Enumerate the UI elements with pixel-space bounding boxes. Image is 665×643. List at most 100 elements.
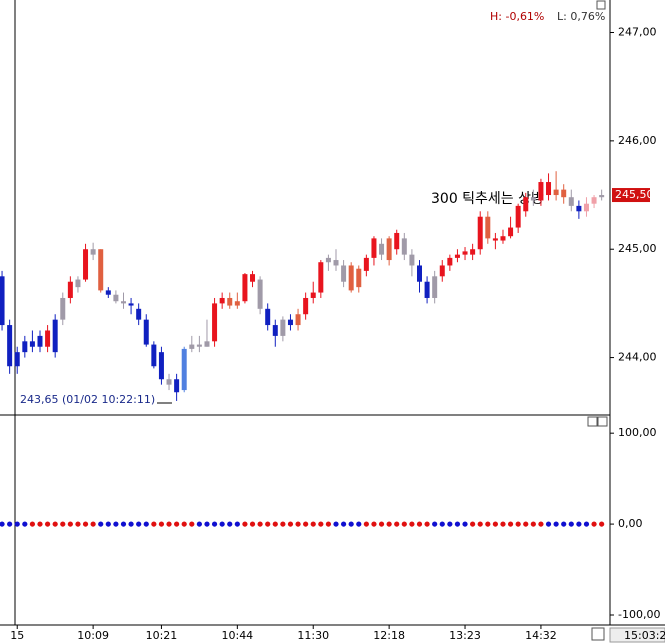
signal-dot [416,521,423,527]
candle-body [394,232,400,250]
signal-dot [356,521,362,527]
low-label: L: 0,76% [557,10,605,23]
signal-dot [60,521,66,527]
signal-dot [211,521,218,527]
signal-dot [98,521,104,527]
y-tick-label: 246,00 [618,134,657,147]
candle-body [401,238,407,255]
candle-body [75,279,81,288]
candle-body [174,379,180,393]
signal-dot [158,521,165,527]
signal-dot [242,521,248,527]
signal-dot [181,521,187,527]
candle-body [37,335,43,347]
candle-body [287,319,293,326]
candle-body [477,216,483,250]
candle-body [416,265,422,282]
candle-body [257,279,263,309]
signal-dot [7,521,13,527]
signal-dot [128,521,134,527]
signal-dot [599,521,605,527]
signal-dot [234,521,240,527]
signal-dot [227,521,233,527]
signal-dot [120,521,127,527]
candle-body [470,249,476,255]
candle-body [591,197,597,204]
minimize-button[interactable] [587,416,598,427]
candle-body [462,251,468,255]
y-tick-label: 245,00 [618,242,657,255]
candle-body [371,238,377,258]
candle-body [45,330,51,347]
candle-body [447,257,453,266]
candle-body [204,341,210,347]
signal-dot [37,521,43,527]
candle-body [196,344,202,347]
candle-body [341,265,347,282]
signal-dot [371,521,377,527]
signal-dot [151,521,157,527]
signal-dot [310,521,316,527]
candle-body [272,325,278,336]
signal-dot [75,521,81,527]
signal-dot [507,521,514,527]
signal-dot [500,521,506,527]
close-button[interactable] [597,416,608,427]
x-tick-label: 10:44 [221,629,253,642]
candle-body [303,297,309,315]
signal-dot [22,521,28,527]
signal-dot [44,521,51,527]
signal-dot [545,521,552,527]
min-note: 243,65 (01/02 10:22:11) [20,393,155,406]
candle-body [128,303,134,306]
current-time: 15:03:27 [624,629,665,642]
candle-body [212,303,218,342]
signal-dot [454,521,461,527]
signal-dot [462,521,468,527]
candle-body [143,319,149,345]
candle-body [379,243,385,255]
candle-body [0,276,5,326]
signal-dot [568,521,574,527]
candle-body [325,257,331,263]
candle-body [158,352,164,380]
candle-body [7,325,13,367]
maximize-button[interactable] [596,0,606,10]
signal-dot [174,521,180,527]
candle-body [310,292,316,298]
candle-body [318,262,324,293]
draw-tool[interactable] [591,627,605,641]
candle-body [523,197,529,212]
candle-body [280,319,286,336]
signal-dot [14,521,20,527]
candle-body [500,236,506,241]
x-tick-label: 10:21 [146,629,178,642]
signal-dot [439,521,445,527]
signal-dot [265,521,271,527]
signal-dot [82,521,89,527]
candle-body [105,290,111,295]
signal-dot [470,521,476,527]
signal-dot [113,521,119,527]
candle-body [98,249,104,291]
signal-dot [136,521,142,527]
signal-dot [287,521,294,527]
last-price-box [612,188,650,203]
candle-body [67,281,73,298]
signal-dot [29,521,36,527]
signal-dot [166,521,172,527]
x-tick-label: 13:23 [449,629,481,642]
candle-body [219,297,225,304]
signal-dot [386,521,392,527]
signal-dot [52,521,58,527]
signal-dot [583,521,590,527]
x-tick-label: 10:09 [77,629,109,642]
candle-body [60,297,66,320]
candle-body [386,238,392,261]
candle-body [432,276,438,298]
candle-body [333,260,339,266]
candle-body [151,344,157,367]
last-price-label: 245,50 [615,188,654,201]
